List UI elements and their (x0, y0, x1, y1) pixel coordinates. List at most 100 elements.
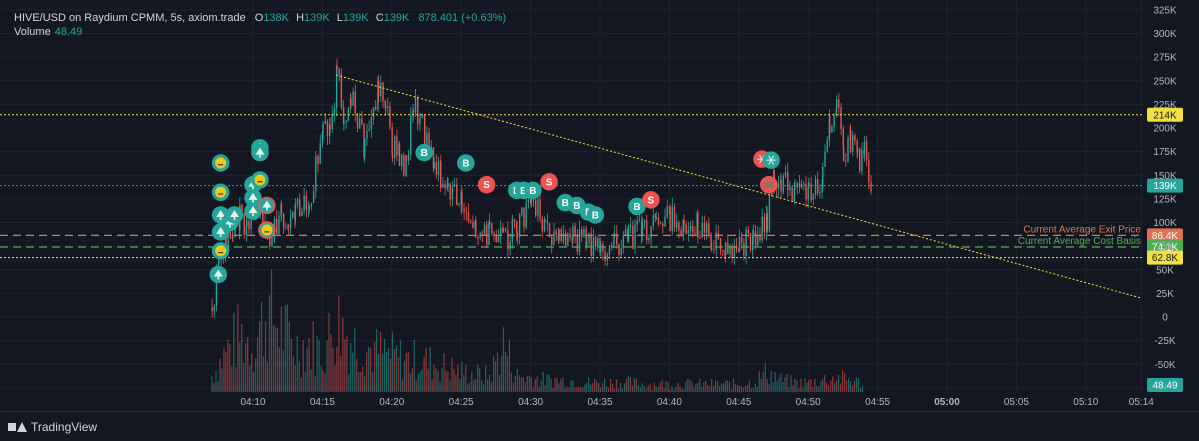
trade-marker-b[interactable]: B (457, 154, 475, 172)
candle-body (840, 107, 842, 129)
volume-bar (506, 356, 509, 392)
candle-body (847, 138, 849, 162)
candle-body (687, 230, 690, 234)
volume-bar (687, 379, 689, 392)
trade-marker-emoji[interactable] (251, 171, 269, 189)
candle-body (754, 231, 757, 246)
trade-marker-chest[interactable] (760, 175, 778, 194)
volume-bar (300, 377, 302, 392)
tree-trunk-icon (219, 233, 222, 237)
trade-marker-s[interactable]: S (642, 191, 660, 209)
trade-marker-b[interactable]: B (524, 181, 542, 200)
trade-marker-s[interactable]: S (540, 173, 558, 191)
candle-body (669, 207, 671, 231)
volume-bar (387, 347, 390, 392)
volume-bar (824, 375, 826, 392)
candle-body (763, 216, 766, 232)
volume-bar (431, 379, 433, 392)
level-62k-badge-label: 62.8K (1152, 253, 1178, 264)
volume-bar (556, 377, 558, 392)
candle-body (578, 229, 581, 252)
volume-bar (588, 377, 590, 392)
candle-body (824, 151, 826, 167)
volume-bar (227, 339, 229, 392)
trade-marker-emoji[interactable] (211, 154, 230, 172)
candle-body (446, 185, 449, 189)
symbol-legend: HIVE/USD on Raydium CPMM, 5s, axiom.trad… (14, 11, 506, 26)
candle-body (435, 162, 438, 175)
trade-marker-tree[interactable] (225, 206, 244, 224)
candle-body (868, 159, 870, 182)
tree-icon (248, 206, 258, 214)
volume-bar (617, 388, 620, 392)
volume-bar (784, 377, 786, 392)
volume-bar (766, 378, 768, 392)
trade-marker-b[interactable]: B (415, 143, 433, 162)
candle-body (856, 140, 858, 153)
candle-body (488, 222, 491, 224)
volume-bar (665, 381, 667, 392)
volume-bar (810, 378, 812, 392)
volume-bar (657, 386, 659, 392)
volume-bar (534, 379, 536, 392)
volume-bar (245, 343, 247, 392)
volume-bar (294, 365, 296, 392)
candle-body (632, 225, 634, 249)
candlestick-chart[interactable]: 214K 139K Current Average Exit Price 86.4K C… (0, 0, 1199, 411)
volume-bar (776, 380, 778, 392)
trade-marker-emoji[interactable] (211, 242, 230, 260)
trade-marker-b[interactable]: B (586, 206, 605, 224)
tree-icon (255, 147, 265, 155)
volume-bar (280, 306, 282, 392)
volume-bar (663, 388, 665, 392)
candle-body (350, 98, 352, 106)
candle-body (505, 229, 507, 231)
volume-bar (492, 355, 495, 392)
candle-body (543, 219, 546, 232)
trade-marker-tree-sell[interactable] (258, 196, 276, 215)
volume-label[interactable]: Volume (14, 26, 51, 38)
volume-bar (596, 380, 598, 392)
volume-bar (494, 361, 497, 392)
trade-marker-tree[interactable] (209, 265, 228, 284)
candle-body (627, 226, 630, 242)
candle-body (602, 244, 604, 252)
candle-body (217, 262, 220, 268)
trade-marker-s[interactable]: S (477, 175, 496, 194)
volume-bar (685, 381, 687, 392)
volume-bar (770, 370, 772, 392)
trade-marker-b[interactable]: B (628, 197, 646, 216)
candle-body (321, 132, 324, 143)
candle-body (588, 233, 590, 243)
volume-bar (730, 389, 733, 392)
candle-body (727, 242, 729, 254)
volume-bar (381, 353, 384, 392)
tradingview-logo[interactable]: TradingView (8, 420, 97, 434)
volume-bar (330, 334, 332, 392)
candle-body (440, 160, 442, 188)
volume-bar (538, 386, 540, 392)
candle-body (432, 147, 435, 169)
volume-bar (298, 361, 300, 392)
volume-bar (675, 387, 677, 392)
trade-marker-snow[interactable] (762, 151, 780, 169)
trade-marker-emoji-sell[interactable] (258, 221, 276, 239)
volume-bar (213, 382, 215, 392)
trade-marker-tree[interactable] (251, 143, 269, 162)
candle-body (666, 206, 668, 217)
candle-body (516, 232, 519, 238)
volume-bar (223, 347, 225, 392)
marker-letter: S (546, 177, 553, 188)
candle-body (735, 245, 738, 250)
volume-bar (522, 377, 524, 392)
candle-body (581, 229, 583, 237)
candle-body (458, 203, 460, 205)
volume-bar (849, 381, 852, 392)
candle-body (741, 237, 743, 244)
marker-circle (586, 206, 605, 224)
symbol-title[interactable]: HIVE/USD on Raydium CPMM, 5s, axiom.trad… (14, 12, 246, 24)
low-label: L (336, 12, 343, 24)
volume-bar (778, 377, 780, 392)
trade-marker-emoji[interactable] (211, 183, 230, 202)
